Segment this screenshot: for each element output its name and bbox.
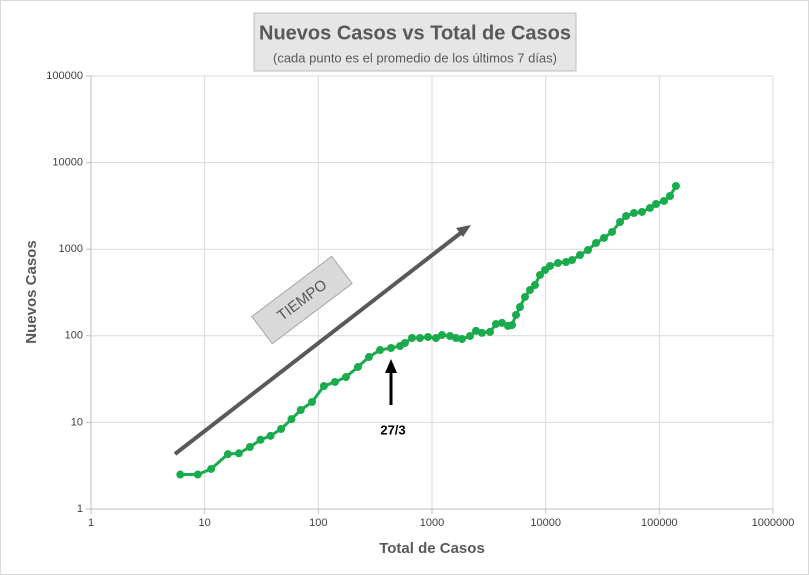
data-point	[287, 415, 296, 424]
data-point	[466, 331, 475, 340]
data-point	[445, 331, 454, 340]
data-point	[451, 334, 460, 343]
data-point	[545, 261, 554, 270]
data-point	[423, 332, 432, 341]
data-point	[616, 218, 625, 227]
data-point	[583, 245, 592, 254]
data-point	[520, 292, 529, 301]
data-point	[207, 464, 216, 473]
data-point	[478, 328, 487, 337]
y-tick-label: 100000	[46, 70, 83, 82]
data-point	[193, 470, 202, 479]
x-tick-label: 1	[88, 517, 94, 529]
y-axis-label: Nuevos Casos	[23, 240, 40, 343]
data-point	[652, 199, 661, 208]
data-point	[646, 203, 655, 212]
data-point	[376, 346, 385, 355]
data-point	[245, 442, 254, 451]
data-point	[530, 281, 539, 290]
data-point	[296, 406, 305, 415]
data-point	[671, 181, 680, 190]
x-tick-label: 100	[309, 517, 327, 529]
data-point	[485, 327, 494, 336]
data-point	[629, 209, 638, 218]
date-label: 27/3	[380, 422, 405, 437]
data-point	[512, 310, 521, 319]
data-point	[568, 256, 577, 265]
data-point	[437, 331, 446, 340]
data-point	[535, 270, 544, 279]
time-arrow-head	[456, 225, 471, 237]
data-point	[415, 334, 424, 343]
data-point	[319, 382, 328, 391]
data-point	[576, 251, 585, 260]
data-point	[659, 196, 668, 205]
data-point	[592, 238, 601, 247]
data-point	[266, 431, 275, 440]
data-point	[553, 258, 562, 267]
x-tick-label: 1000	[420, 517, 444, 529]
chart-title: Nuevos Casos vs Total de Casos	[259, 22, 571, 44]
data-point	[508, 321, 517, 330]
y-tick-label: 10	[71, 416, 83, 428]
x-tick-label: 1000000	[752, 517, 795, 529]
y-tick-label: 1000	[59, 243, 83, 255]
plot-area: 1 10 100 1000 10000 100000 1000000 1 10 100 1000 10…	[46, 70, 794, 529]
data-point	[277, 424, 286, 433]
date-arrow-head	[385, 359, 397, 373]
data-point	[353, 363, 362, 372]
data-point	[608, 227, 617, 236]
y-tick-label: 100	[65, 330, 83, 342]
data-point	[176, 470, 185, 479]
data-point	[364, 353, 373, 362]
data-point	[637, 207, 646, 216]
data-point	[431, 334, 440, 343]
data-point	[491, 319, 500, 328]
data-point	[665, 192, 674, 201]
data-point	[223, 450, 232, 459]
data-point	[387, 343, 396, 352]
data-point	[408, 334, 417, 343]
time-arrow	[173, 230, 464, 456]
x-tick-label: 10000	[530, 517, 561, 529]
time-box	[251, 255, 353, 345]
data-point	[458, 335, 467, 344]
x-axis-label: Total de Casos	[379, 540, 485, 557]
data-point	[599, 233, 608, 242]
data-point	[498, 318, 507, 327]
data-point	[330, 377, 339, 386]
data-point	[308, 398, 317, 407]
data-point	[515, 303, 524, 312]
y-tick-label: 10000	[52, 157, 83, 169]
y-tick-label: 1	[77, 503, 83, 515]
data-point	[341, 373, 350, 382]
data-point	[400, 338, 409, 347]
title-box	[253, 12, 577, 72]
chart-subtitle: (cada punto es el promedio de los último…	[273, 50, 557, 65]
data-point	[256, 435, 265, 444]
x-tick-label: 10	[199, 517, 211, 529]
data-point	[525, 285, 534, 294]
data-point	[622, 212, 631, 221]
data-point	[234, 449, 243, 458]
data-point	[562, 258, 571, 267]
x-tick-label: 100000	[641, 517, 678, 529]
